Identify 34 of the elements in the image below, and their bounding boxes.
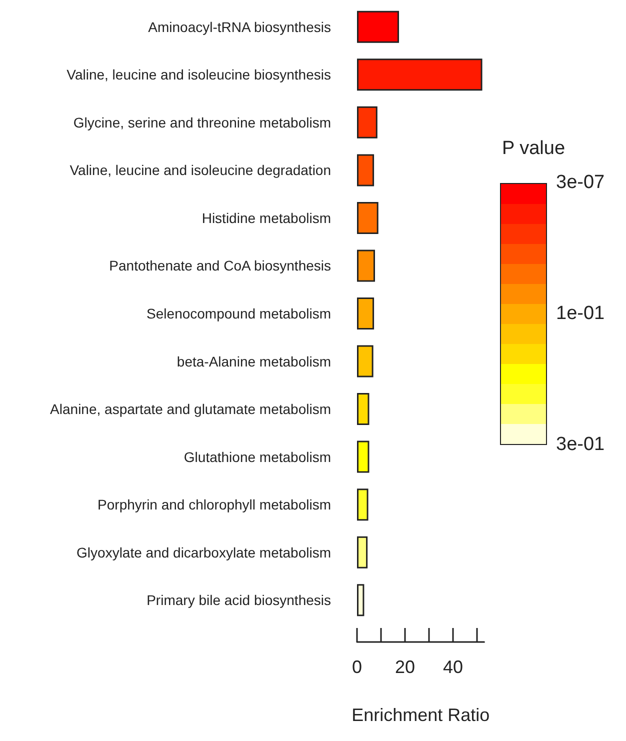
y-tick-label: Glutathione metabolism xyxy=(184,448,331,465)
bar xyxy=(357,440,370,473)
bar xyxy=(357,536,368,568)
x-tick-label: 0 xyxy=(352,657,362,677)
text: 3e-07 xyxy=(556,172,605,194)
text: 1e-01 xyxy=(556,303,605,325)
y-tick-label: beta-Alanine metabolism xyxy=(176,353,331,370)
y-tick-label: Primary bile acid biosynthesis xyxy=(146,592,331,608)
bar xyxy=(357,584,364,616)
y-tick-label: Valine, leucine and isoleucine biosynthesis xyxy=(66,66,331,83)
bar xyxy=(357,345,374,378)
x-tick-label: 40 xyxy=(442,657,464,677)
y-tick-label: Alanine, aspartate and glutamate metabolism xyxy=(50,401,331,418)
bar xyxy=(357,250,375,282)
y-tick-label: Aminoacyl-tRNA biosynthesis xyxy=(148,18,331,35)
bar xyxy=(357,393,370,426)
y-tick-label: Valine, leucine and isoleucine degradation xyxy=(70,162,331,178)
y-tick-label: Pantothenate and CoA biosynthesis xyxy=(109,258,331,274)
text: 3e-01 xyxy=(556,434,605,456)
y-tick-label: Selenocompound metabolism xyxy=(146,306,331,322)
bar xyxy=(357,58,482,91)
bar xyxy=(357,202,378,234)
y-tick-label: Glycine, serine and threonine metabolism xyxy=(73,114,331,130)
bar xyxy=(357,298,374,330)
bar xyxy=(357,106,378,138)
bar xyxy=(357,10,399,43)
x-tick-label: 20 xyxy=(394,657,416,677)
y-tick-label: Glyoxylate and dicarboxylate metabolism xyxy=(76,544,331,560)
y-tick-label: Porphyrin and chlorophyll metabolism xyxy=(98,496,331,513)
x-axis-title: Enrichment Ratio xyxy=(352,705,490,725)
color-bar-title: P value xyxy=(502,138,566,160)
bar xyxy=(357,488,368,521)
bar xyxy=(357,154,374,186)
y-tick-label: Histidine metabolism xyxy=(202,210,331,226)
